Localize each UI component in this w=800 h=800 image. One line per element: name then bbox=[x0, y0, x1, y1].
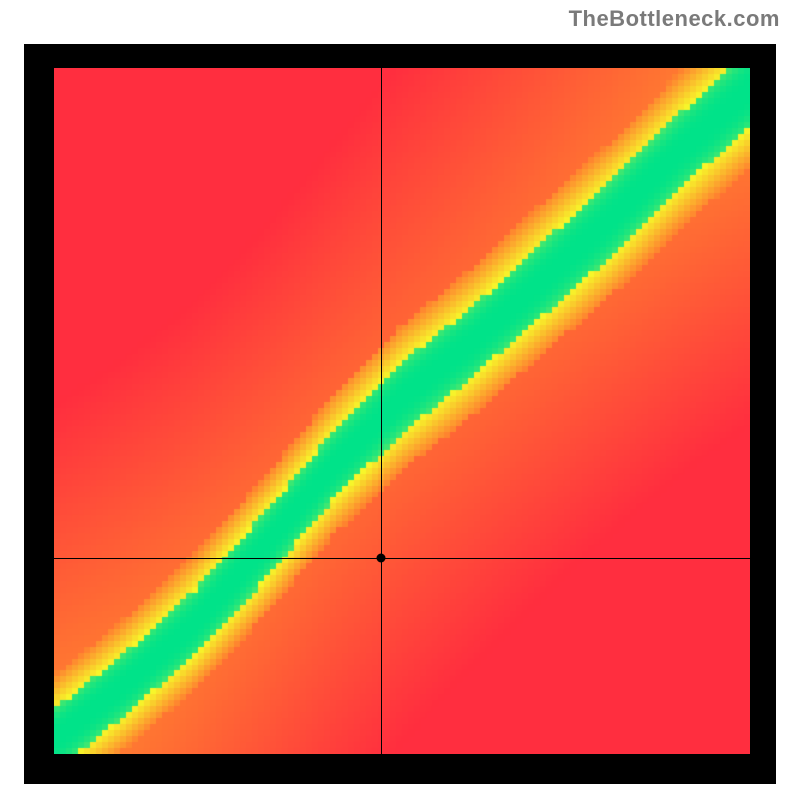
crosshair-horizontal bbox=[54, 558, 750, 559]
chart-container: TheBottleneck.com bbox=[0, 0, 800, 800]
watermark-text: TheBottleneck.com bbox=[569, 6, 780, 32]
heatmap-canvas bbox=[54, 68, 750, 754]
plot-area bbox=[54, 68, 750, 754]
crosshair-vertical bbox=[381, 68, 382, 754]
plot-frame bbox=[24, 44, 776, 784]
crosshair-marker bbox=[377, 554, 386, 563]
